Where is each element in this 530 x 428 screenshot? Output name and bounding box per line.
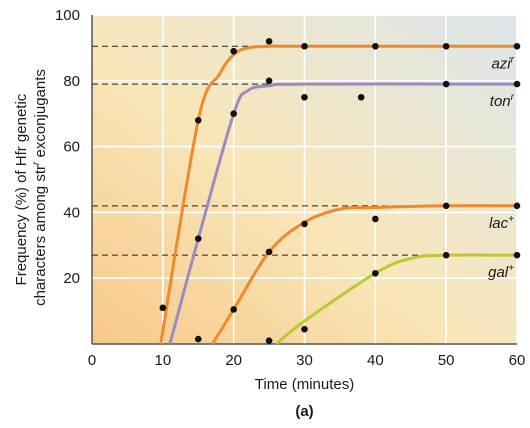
y-tick-label: 100 (55, 7, 80, 24)
data-point-azi (230, 47, 237, 55)
data-point-azi (372, 42, 379, 50)
y-tick-label: 20 (63, 270, 80, 287)
data-point-ton (230, 110, 237, 117)
y-axis-title-line-1: Frequency (%) of Hfr genetic (13, 93, 30, 285)
data-point-ton (194, 235, 202, 243)
y-tick-label: 60 (63, 139, 80, 156)
series-label-azi: azir (491, 54, 514, 72)
axes (91, 15, 517, 345)
data-point-azi (442, 42, 450, 50)
data-point-ton (301, 93, 308, 101)
data-point-azi (194, 116, 202, 124)
data-point-gal (372, 269, 379, 277)
data-point-gal (513, 251, 521, 259)
x-tick-label: 60 (509, 352, 526, 369)
x-tick-label: 0 (88, 352, 96, 369)
series-label-gal: gal+ (488, 263, 514, 281)
tick-labels: 0 10 20 30 40 50 60 20 40 60 80 100 (55, 7, 525, 369)
data-point-lac (194, 335, 202, 343)
data-point-ton (357, 93, 365, 101)
data-point-ton (513, 80, 521, 88)
series-label-ton: tonr (490, 92, 515, 110)
x-tick-label: 40 (367, 352, 384, 369)
y-axis-title-line-2: characters among strr exconjugants (31, 69, 49, 306)
data-point-gal (442, 251, 450, 259)
data-point-lac (372, 215, 379, 223)
x-tick-label: 20 (225, 352, 242, 369)
panel-label: (a) (295, 403, 313, 420)
data-point-azi (513, 42, 521, 50)
series-line-gal (275, 253, 518, 346)
data-point-lac (513, 202, 521, 210)
y-tick-label: 40 (63, 204, 80, 221)
x-axis-title: Time (minutes) (255, 376, 354, 393)
x-tick-label: 30 (296, 352, 313, 369)
data-point-lac (230, 306, 237, 313)
data-point-gal (301, 325, 308, 333)
series-label-lac: lac+ (489, 214, 514, 232)
x-tick-label: 50 (438, 352, 455, 369)
data-point-lac (301, 220, 308, 228)
y-tick-label: 80 (63, 73, 80, 90)
data-point-ton (442, 80, 450, 88)
y-axis-title-text: characters among str (32, 165, 49, 306)
data-point-lac (265, 248, 273, 256)
data-point-gal (265, 337, 273, 345)
data-point-lac (442, 202, 450, 210)
x-tick-label: 10 (154, 352, 171, 369)
y-axis-title-tail: exconjugants (32, 69, 49, 162)
y-axis-title: Frequency (%) of Hfr genetic characters … (13, 69, 49, 306)
data-point-azi (265, 38, 273, 45)
data-points (159, 38, 521, 345)
series-line-azi (159, 44, 517, 345)
data-point-azi (301, 42, 308, 50)
data-point-ton (265, 77, 273, 85)
data-point-azi (159, 304, 167, 312)
y-axis-title-superscript: r (31, 161, 42, 165)
series-labels: azir tonr lac+ gal+ (488, 54, 515, 281)
